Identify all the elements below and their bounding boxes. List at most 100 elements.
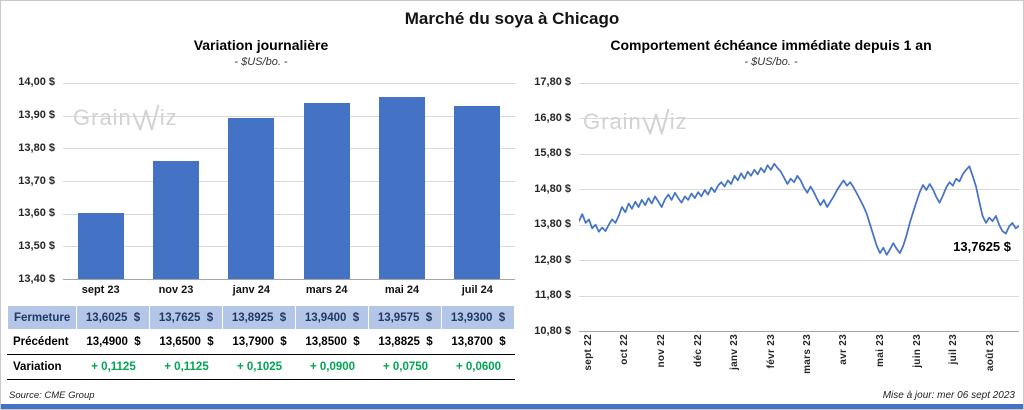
gridline xyxy=(579,153,1019,155)
source-note: Source: CME Group xyxy=(9,390,95,401)
gridline xyxy=(63,115,515,117)
price-line-chart xyxy=(579,162,1019,256)
table-value-cell: + 0,0600 xyxy=(442,355,515,380)
line-x-axis: sept 22 oct 22 nov 22 déc 22 janv 23 févr 23 m… xyxy=(581,332,1019,388)
line-x-tick-label: oct 22 xyxy=(619,334,631,365)
table-row-label: Précédent xyxy=(7,330,77,355)
table-value-cell: 13,9300 $ xyxy=(442,305,515,330)
gridline xyxy=(579,189,1019,191)
bar-sept-23 xyxy=(77,212,124,279)
page-title: Marché du soya à Chicago xyxy=(404,9,620,28)
bar-juil-24 xyxy=(454,105,501,279)
gridline xyxy=(579,118,1019,120)
bar-slot xyxy=(214,83,289,279)
grainwiz-w-icon xyxy=(642,108,670,135)
bar-x-tick-label: mai 24 xyxy=(384,284,420,296)
bar-y-tick-label: 13,40 $ xyxy=(18,273,55,285)
last-price-annotation: 13,7625 $ xyxy=(953,239,1011,254)
table-row-label: Fermeture xyxy=(7,305,77,330)
line-x-tick-label: janv 23 xyxy=(728,334,740,371)
table-value-cell: + 0,1125 xyxy=(150,355,223,380)
grainwiz-w-icon xyxy=(132,104,160,131)
bar-janv-24 xyxy=(228,118,275,279)
bar-slot xyxy=(364,83,439,279)
gridline xyxy=(579,260,1019,262)
line-y-tick-label: 11,80 $ xyxy=(534,289,571,302)
bar-slot xyxy=(289,83,364,279)
update-note: Mise à jour: mer 06 sept 2023 xyxy=(882,390,1015,401)
bar-x-tick-label: sept 23 xyxy=(81,284,120,296)
watermark-text-grain: Grain xyxy=(73,105,132,130)
watermark-text-iz: iz xyxy=(159,105,178,130)
line-x-tick-label: juin 23 xyxy=(911,334,923,368)
gridline xyxy=(63,83,515,84)
table-value-cell: 13,6500 $ xyxy=(150,330,223,355)
bar-chart-subtitle: - $US/bo. - xyxy=(234,56,288,68)
line-chart-title: Comportement échéance immédiate depuis 1… xyxy=(610,37,932,53)
line-x-tick-label: août 23 xyxy=(984,334,996,372)
bar-slot xyxy=(440,83,515,279)
bar-y-tick-label: 13,90 $ xyxy=(18,108,55,121)
table-value-cell: 13,8825 $ xyxy=(369,330,442,355)
table-value-cell: 13,6025 $ xyxy=(77,305,150,330)
table-value-cell: 13,9575 $ xyxy=(369,305,442,330)
bar-slot xyxy=(138,83,213,279)
line-x-tick-label: févr 23 xyxy=(765,334,777,369)
daily-variation-panel: Variation journalière - $US/bo. - 14,00 … xyxy=(7,35,515,380)
bar-mai-24 xyxy=(378,96,425,279)
bar-x-tick-label: juil 24 xyxy=(461,284,493,296)
line-y-tick-label: 16,80 $ xyxy=(534,111,571,124)
gridline xyxy=(63,181,515,182)
bar-plot-area: Grain iz xyxy=(63,83,515,280)
bar-y-tick-label: 13,80 $ xyxy=(18,141,55,154)
line-y-tick-label: 13,80 $ xyxy=(534,218,571,231)
bar-y-tick-label: 13,50 $ xyxy=(18,240,55,253)
table-value-cell: 13,9400 $ xyxy=(296,305,369,330)
bar-x-tick-label: janv 24 xyxy=(232,284,270,296)
line-x-tick-label: mai 23 xyxy=(875,334,886,367)
table-value-cell: 13,4900 $ xyxy=(77,330,150,355)
table-value-cell: + 0,1125 xyxy=(77,355,150,380)
gridline xyxy=(63,148,515,150)
table-value-cell: + 0,0750 xyxy=(369,355,442,380)
table-value-cell: 13,8925 $ xyxy=(223,305,296,330)
line-plot-area: Grain iz 13,7625 $ xyxy=(579,83,1019,332)
table-value-cell: + 0,1025 xyxy=(223,355,296,380)
line-y-tick-label: 17,80 $ xyxy=(534,76,571,88)
grainwiz-watermark: Grain iz xyxy=(583,107,688,137)
bar-mars-24 xyxy=(303,102,350,279)
table-value-cell: 13,8500 $ xyxy=(296,330,369,355)
line-y-tick-label: 15,80 $ xyxy=(534,147,571,160)
gridline xyxy=(63,213,515,215)
bar-slot xyxy=(63,83,138,279)
gridline xyxy=(63,246,515,248)
line-x-tick-label: juil 23 xyxy=(947,334,959,365)
table-row-label: Variation xyxy=(7,355,77,380)
line-y-tick-label: 12,80 $ xyxy=(534,253,571,266)
bar-y-tick-label: 14,00 $ xyxy=(18,76,55,88)
gridline xyxy=(579,224,1019,226)
bar-y-tick-label: 13,70 $ xyxy=(18,174,55,187)
watermark-text-iz: iz xyxy=(669,109,688,134)
table-value-cell: + 0,0900 xyxy=(296,355,369,380)
bar-y-axis: 14,00 $ 13,90 $ 13,80 $ 13,70 $ 13,60 $ 13,50… xyxy=(7,76,63,285)
line-x-tick-label: mars 23 xyxy=(802,334,813,374)
bars-group xyxy=(63,83,515,279)
bar-y-tick-label: 13,60 $ xyxy=(18,207,55,220)
table-value-cell: 13,7900 $ xyxy=(223,330,296,355)
bar-chart-area: 14,00 $ 13,90 $ 13,80 $ 13,70 $ 13,60 $ 13,50… xyxy=(7,76,515,285)
price-table: Fermeture 13,6025 $13,7625 $13,8925 $13,9… xyxy=(7,305,515,380)
line-x-tick-label: nov 22 xyxy=(656,334,667,368)
bar-nov-23 xyxy=(152,160,199,279)
one-year-trend-panel: Comportement échéance immédiate depuis 1… xyxy=(523,35,1019,388)
line-chart-subtitle: - $US/bo. - xyxy=(744,56,798,68)
grainwiz-watermark: Grain iz xyxy=(73,103,178,133)
line-x-tick-label: déc 22 xyxy=(692,334,704,367)
gridline xyxy=(579,83,1019,84)
line-x-tick-label: avr 23 xyxy=(838,334,850,365)
bar-x-axis: sept 23 nov 23 janv 24 mars 24 mai 24 juil 24 xyxy=(63,280,515,300)
line-x-tick-label: sept 22 xyxy=(583,334,594,371)
table-value-cell: 13,8700 $ xyxy=(442,330,515,355)
line-y-tick-label: 10,80 $ xyxy=(534,325,571,337)
